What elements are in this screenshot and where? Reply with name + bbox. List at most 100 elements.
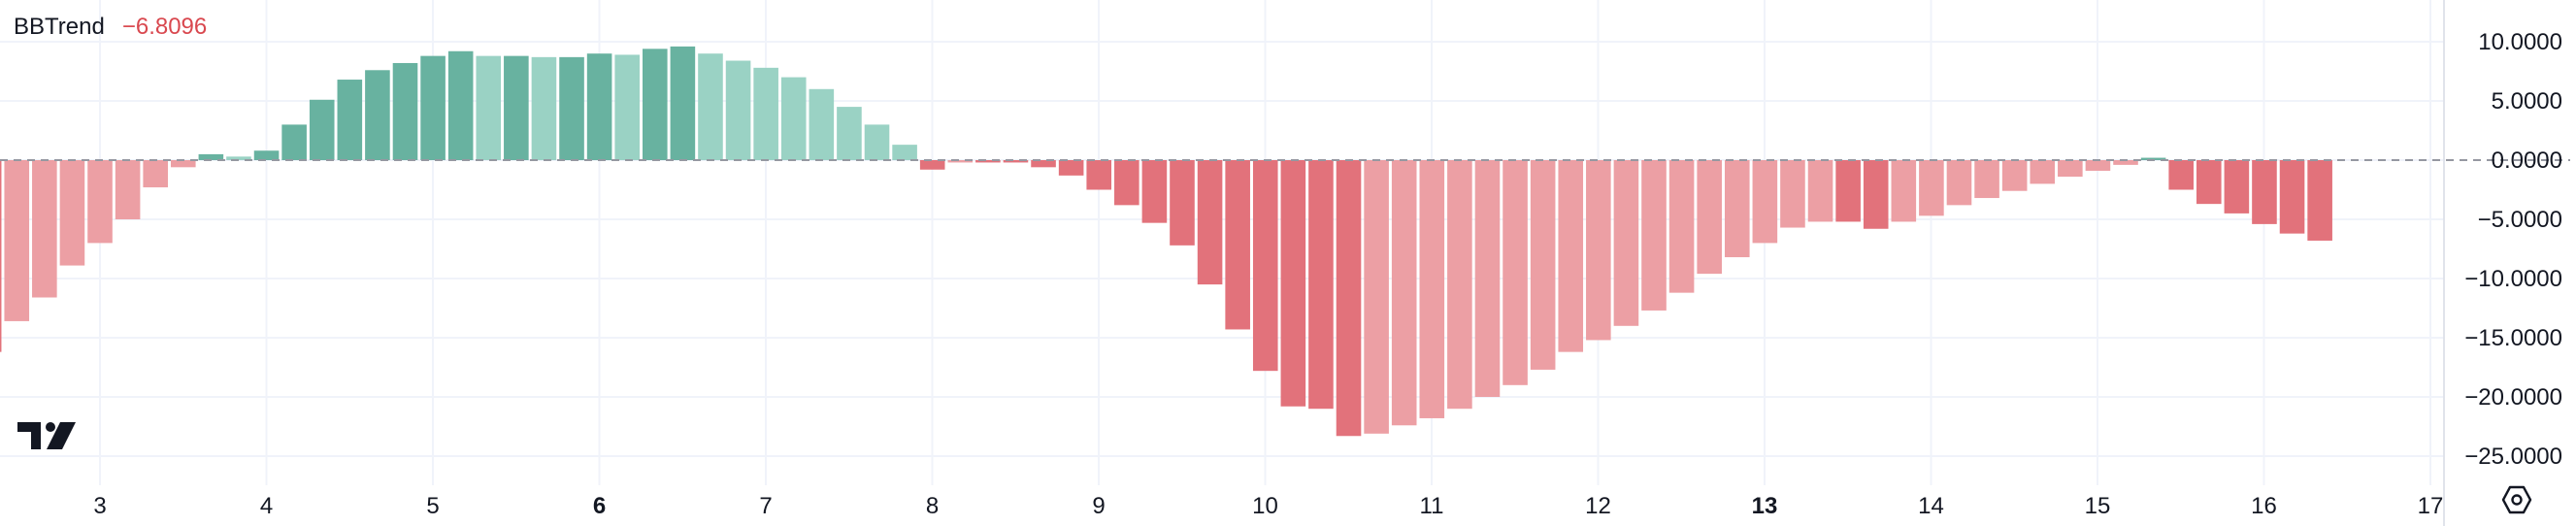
histogram-bar bbox=[2224, 160, 2250, 214]
histogram-bar bbox=[392, 62, 418, 160]
histogram-bar bbox=[1752, 160, 1778, 244]
histogram-bar bbox=[1863, 160, 1889, 229]
indicator-name: BBTrend bbox=[14, 14, 105, 40]
histogram-bar bbox=[1558, 160, 1584, 352]
histogram-bar bbox=[1058, 160, 1084, 176]
histogram-bar bbox=[1141, 160, 1168, 223]
x-tick-label: 3 bbox=[93, 493, 106, 519]
time-axis[interactable]: 3 4 5 6 7 8 9 10 11 12 13 14 15 16 17 bbox=[93, 493, 2443, 519]
histogram-bar bbox=[1225, 160, 1250, 330]
histogram-bar bbox=[670, 46, 696, 160]
histogram-bar bbox=[1031, 160, 1056, 168]
histogram-bar bbox=[504, 55, 529, 160]
histogram-bar bbox=[559, 56, 584, 160]
histogram-bar bbox=[59, 160, 85, 266]
histogram-bar bbox=[420, 55, 446, 160]
x-tick-label: 16 bbox=[2251, 493, 2277, 519]
histogram-bar bbox=[1447, 160, 1472, 410]
histogram-bar bbox=[253, 150, 280, 160]
x-tick-label: 11 bbox=[1420, 493, 1444, 519]
histogram-bar bbox=[0, 160, 2, 352]
y-tick-label: −20.0000 bbox=[2464, 384, 2562, 411]
settings-hexagon-icon[interactable] bbox=[2500, 483, 2533, 516]
histogram-bar bbox=[1946, 160, 1972, 206]
histogram-bar bbox=[586, 53, 612, 161]
histogram-bar bbox=[1835, 160, 1861, 222]
histogram-bar bbox=[864, 124, 890, 160]
histogram-bar bbox=[226, 156, 251, 160]
histogram-bar bbox=[1530, 160, 1556, 370]
histogram-bar bbox=[780, 77, 807, 160]
histogram-bar bbox=[170, 160, 196, 168]
histogram-bar bbox=[1780, 160, 1805, 228]
histogram-bars bbox=[0, 46, 2332, 437]
histogram-bar bbox=[447, 50, 474, 161]
histogram-bar bbox=[1807, 160, 1833, 222]
histogram-bar bbox=[919, 160, 945, 170]
histogram-bar bbox=[115, 160, 141, 219]
histogram-bar bbox=[309, 99, 335, 160]
histogram-bar bbox=[892, 145, 917, 160]
histogram-bar bbox=[2279, 160, 2305, 234]
histogram-bar bbox=[143, 160, 168, 188]
x-tick-label: 14 bbox=[1918, 493, 1944, 519]
histogram-bar bbox=[1419, 160, 1445, 418]
histogram-bar bbox=[1391, 160, 1417, 426]
histogram-bar bbox=[531, 56, 557, 160]
histogram-bar bbox=[2140, 157, 2166, 160]
x-tick-label: 7 bbox=[759, 493, 772, 519]
histogram-bar bbox=[643, 49, 668, 160]
histogram-bar bbox=[2252, 160, 2277, 224]
y-tick-label: −25.0000 bbox=[2464, 444, 2562, 470]
x-tick-label: 4 bbox=[260, 493, 273, 519]
price-axis[interactable]: 10.0000 5.0000 0.0000 −5.0000 −10.0000 −15.00… bbox=[2464, 29, 2562, 470]
tradingview-logo-icon[interactable] bbox=[17, 420, 80, 451]
indicator-value: −6.8096 bbox=[121, 14, 208, 40]
histogram-bar bbox=[1364, 160, 1389, 434]
histogram-bar bbox=[2085, 160, 2111, 171]
histogram-bar bbox=[725, 60, 751, 160]
histogram-bar bbox=[337, 80, 363, 160]
x-tick-label: 9 bbox=[1092, 493, 1105, 519]
histogram-bar bbox=[1114, 160, 1139, 206]
histogram-bar bbox=[1086, 160, 1112, 190]
x-tick-label: 17 bbox=[2418, 493, 2444, 519]
x-tick-label: 10 bbox=[1252, 493, 1278, 519]
histogram-bar bbox=[2168, 160, 2194, 190]
y-tick-label: −5.0000 bbox=[2478, 207, 2562, 233]
x-tick-label: 15 bbox=[2085, 493, 2111, 519]
histogram-bar bbox=[753, 67, 778, 160]
histogram-bar bbox=[1586, 160, 1611, 341]
histogram-bar bbox=[1503, 160, 1528, 385]
histogram-bar bbox=[2113, 160, 2138, 165]
histogram-bar bbox=[698, 53, 723, 161]
y-tick-label: −10.0000 bbox=[2464, 266, 2562, 292]
histogram-bar bbox=[1197, 160, 1223, 285]
y-tick-label: 10.0000 bbox=[2478, 29, 2562, 55]
histogram-bar bbox=[2196, 160, 2222, 205]
histogram-bar bbox=[1668, 160, 1695, 293]
histogram-bar bbox=[1919, 160, 1944, 216]
histogram-bar bbox=[1474, 160, 1501, 397]
histogram-bar bbox=[1280, 160, 1306, 407]
histogram-bar bbox=[4, 160, 30, 321]
x-tick-label: 8 bbox=[926, 493, 939, 519]
histogram-bar bbox=[2001, 160, 2028, 191]
histogram-bar bbox=[1252, 160, 1278, 372]
histogram-bar bbox=[837, 107, 862, 160]
histogram-bar bbox=[198, 153, 224, 160]
histogram-bar bbox=[2307, 160, 2332, 241]
histogram-bar bbox=[614, 54, 641, 160]
histogram-bar bbox=[1613, 160, 1639, 326]
y-tick-label: 0.0000 bbox=[2492, 148, 2562, 174]
histogram-bar bbox=[1974, 160, 1999, 199]
y-tick-label: −15.0000 bbox=[2464, 325, 2562, 351]
histogram-bar bbox=[1003, 160, 1029, 163]
x-tick-label: 6 bbox=[593, 493, 606, 519]
histogram-bar bbox=[1891, 160, 1917, 222]
histogram-bar bbox=[365, 70, 390, 160]
histogram-bar bbox=[1697, 160, 1722, 275]
indicator-legend[interactable]: BBTrend −6.8096 bbox=[14, 14, 207, 41]
x-tick-label: 5 bbox=[426, 493, 439, 519]
